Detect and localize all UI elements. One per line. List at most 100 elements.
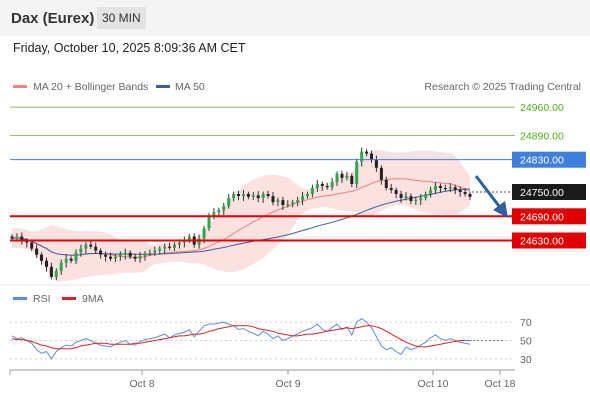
legend-rsi-ma-swatch	[62, 297, 76, 300]
ma50-line	[11, 188, 471, 256]
candle-body	[128, 252, 132, 257]
candle-body	[419, 198, 423, 201]
rsi-tick-label: 50	[520, 336, 532, 348]
candle-body	[350, 175, 354, 184]
candle-body	[360, 151, 364, 162]
level-label: 24960.00	[520, 102, 564, 114]
candle-body	[281, 200, 285, 205]
candle-body	[296, 200, 300, 203]
candle-body	[15, 236, 19, 239]
candle-body	[222, 206, 226, 211]
candle-body	[99, 250, 103, 255]
candle-body	[207, 216, 211, 229]
candle-body	[45, 260, 48, 267]
candle-body	[54, 270, 58, 277]
candle-body	[434, 186, 437, 190]
candle-body	[340, 173, 344, 178]
candle-body	[232, 194, 236, 198]
candle-body	[463, 192, 467, 194]
candle-body	[320, 183, 324, 186]
instrument-title: Dax (Eurex)	[11, 10, 95, 27]
candle-body	[84, 244, 88, 249]
forecast-arrow	[474, 175, 508, 218]
candle-body	[173, 244, 176, 248]
candle-body	[187, 236, 191, 241]
candle-body	[384, 179, 388, 188]
candle-body	[301, 196, 305, 201]
candle-body	[310, 188, 314, 195]
legend-ma20-label: MA 20 + Bollinger Bands	[33, 81, 148, 93]
candle-body	[168, 246, 172, 248]
candle-body	[315, 183, 319, 188]
x-tick-label: Oct 10	[418, 378, 449, 390]
credit-label: Research © 2025 Trading Central	[424, 81, 581, 93]
candle-body	[79, 248, 83, 253]
level-tag-support	[512, 232, 586, 249]
candle-body	[443, 188, 447, 189]
candle-body	[429, 190, 433, 194]
candle-body	[404, 196, 408, 199]
candle-body	[109, 256, 112, 259]
candle-body	[69, 258, 73, 261]
candle-body	[212, 212, 216, 217]
header-bar: Dax (Eurex) 30 MIN	[0, 0, 590, 36]
candle-body	[59, 262, 63, 271]
candle-body	[251, 195, 255, 197]
candle-body	[379, 167, 383, 180]
candle-body	[237, 194, 240, 196]
candle-body	[227, 198, 231, 207]
legend-ma50-swatch	[156, 85, 170, 88]
candle-body	[35, 248, 39, 255]
candle-body	[94, 246, 98, 251]
rsi-tick-label: 30	[520, 354, 532, 366]
candle-body	[271, 196, 275, 203]
candle-body	[286, 204, 290, 206]
candle-body	[177, 242, 181, 245]
candle-body	[158, 248, 162, 251]
candle-body	[439, 186, 442, 188]
candle-body	[261, 194, 265, 198]
candle-body	[448, 187, 452, 189]
candle-body	[10, 236, 14, 239]
candle-body	[89, 244, 93, 247]
candle-body	[409, 196, 413, 201]
candle-body	[458, 190, 462, 192]
candle-body	[266, 194, 270, 196]
candle-body	[143, 253, 147, 256]
candle-body	[453, 187, 457, 190]
candle-body	[202, 228, 206, 239]
legend-rsi-ma-label: 9MA	[82, 293, 104, 305]
candle-body	[306, 194, 309, 196]
candle-body	[113, 256, 117, 259]
candle-body	[389, 188, 393, 190]
candle-body	[118, 254, 122, 257]
candle-body	[217, 210, 221, 213]
legend-rsi-swatch	[13, 297, 27, 300]
level-label: 24750.00	[520, 187, 564, 199]
candle-body	[414, 200, 418, 202]
rsi-line	[11, 317, 471, 360]
level-tag-support	[512, 208, 586, 225]
candle-body	[49, 266, 53, 277]
candle-body	[355, 161, 359, 184]
candle-body	[74, 252, 78, 261]
candle-body	[468, 194, 472, 197]
candle-body	[104, 254, 108, 257]
candle-body	[163, 246, 167, 249]
candle-body	[335, 173, 339, 182]
level-label: 24830.00	[520, 155, 564, 167]
x-tick-label: Oct 8	[129, 378, 154, 390]
level-label: 24690.00	[520, 211, 564, 223]
x-tick-label: Oct 9	[275, 378, 300, 390]
candle-body	[325, 186, 329, 188]
datetime-label: Friday, October 10, 2025 8:09:36 AM CET	[13, 41, 246, 55]
candle-body	[345, 175, 349, 178]
legend-ma50-label: MA 50	[175, 81, 205, 93]
candle-body	[242, 194, 245, 196]
level-tag-current	[512, 184, 586, 200]
candle-body	[148, 252, 152, 254]
candle-body	[365, 151, 369, 154]
rsi-tick-label: 70	[520, 317, 532, 329]
interval-button[interactable]: 30 MIN	[97, 7, 146, 29]
